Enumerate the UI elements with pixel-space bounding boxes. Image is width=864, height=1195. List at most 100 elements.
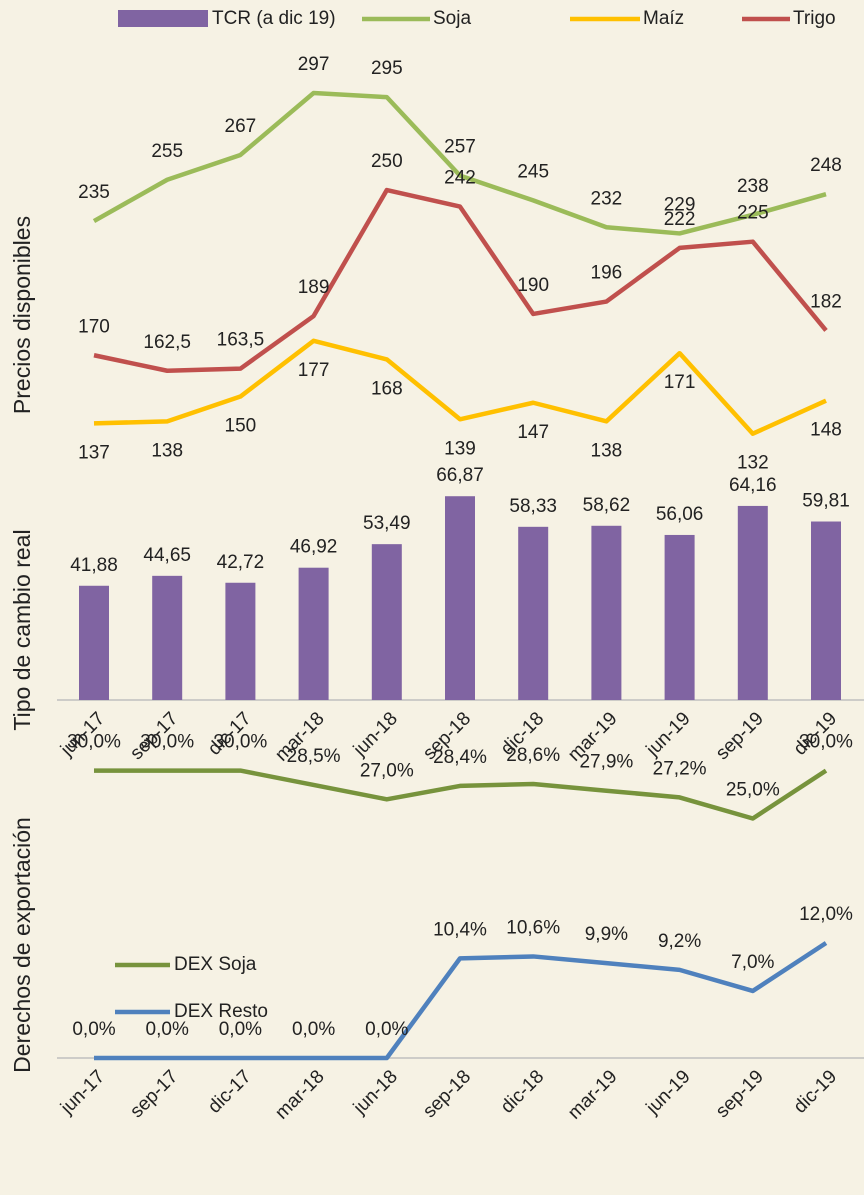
data-label: 42,72: [217, 552, 265, 573]
data-label: 150: [225, 416, 257, 437]
data-label: 27,0%: [360, 760, 414, 781]
x-tick-label: jun-17: [56, 1066, 109, 1119]
data-label: 148: [810, 420, 842, 441]
data-label: 66,87: [436, 465, 484, 486]
y-axis-title: Precios disponibles: [9, 216, 35, 414]
x-tick-label: jun-18: [349, 1066, 402, 1119]
data-label: 0,0%: [219, 1019, 262, 1040]
data-label: 53,49: [363, 513, 411, 534]
bar: [445, 496, 475, 700]
legend-label: DEX Soja: [174, 954, 257, 975]
data-label: 182: [810, 291, 842, 312]
data-label: 41,88: [70, 555, 118, 576]
legend-label: Trigo: [793, 8, 836, 29]
x-tick-label: sep-19: [712, 1066, 768, 1122]
bar: [664, 534, 695, 700]
data-label: 295: [371, 58, 403, 79]
x-tick-label: jun-19: [642, 1066, 695, 1119]
bar: [225, 582, 256, 700]
legend-swatch: [118, 10, 208, 27]
data-label: 190: [517, 275, 549, 296]
data-label: 229: [664, 194, 696, 215]
bar: [737, 505, 768, 700]
data-label: 139: [444, 438, 476, 459]
data-label: 10,6%: [506, 917, 560, 938]
legend-label: TCR (a dic 19): [212, 8, 336, 29]
data-label: 267: [225, 116, 257, 137]
data-label: 27,9%: [579, 752, 633, 773]
data-label: 27,2%: [653, 758, 707, 779]
data-label: 232: [591, 188, 623, 209]
series-line: [94, 941, 828, 1061]
data-label: 297: [298, 54, 330, 75]
data-label: 138: [151, 440, 183, 461]
data-label: 196: [591, 263, 623, 284]
x-tick-label: dic-19: [790, 1066, 841, 1117]
data-label: 58,33: [509, 496, 557, 517]
legend-label: DEX Resto: [174, 1001, 268, 1022]
x-tick-label: sep-17: [126, 1066, 182, 1122]
data-label: 30,0%: [67, 732, 121, 753]
data-label: 58,62: [583, 495, 631, 516]
data-label: 245: [517, 161, 549, 182]
data-label: 235: [78, 182, 110, 203]
data-label: 248: [810, 155, 842, 176]
data-label: 30,0%: [140, 732, 194, 753]
y-axis-title: Tipo de cambio real: [9, 529, 35, 730]
data-label: 225: [737, 203, 769, 224]
data-label: 163,5: [217, 330, 265, 351]
data-label: 222: [664, 209, 696, 230]
data-label: 147: [517, 422, 549, 443]
data-label: 9,2%: [658, 931, 701, 952]
data-label: 242: [444, 168, 476, 189]
series-line: [93, 187, 828, 373]
data-label: 10,4%: [433, 919, 487, 940]
data-label: 28,4%: [433, 747, 487, 768]
x-tick-label: jun-19: [642, 708, 695, 761]
data-label: 59,81: [802, 491, 850, 512]
data-label: 0,0%: [292, 1019, 335, 1040]
data-label: 162,5: [143, 332, 191, 353]
data-label: 44,65: [143, 545, 191, 566]
data-label: 250: [371, 151, 403, 172]
bar: [518, 526, 549, 700]
legend-label: Soja: [433, 8, 471, 29]
data-label: 12,0%: [799, 904, 853, 925]
data-label: 25,0%: [726, 779, 780, 800]
bar: [811, 521, 841, 700]
x-tick-label: mar-19: [564, 1066, 621, 1123]
data-label: 177: [298, 360, 330, 381]
data-label: 137: [78, 442, 110, 463]
data-label: 46,92: [290, 537, 338, 558]
data-label: 138: [591, 440, 623, 461]
x-tick-label: mar-18: [271, 1066, 328, 1123]
data-label: 257: [444, 137, 476, 158]
data-label: 30,0%: [213, 732, 267, 753]
legend-label: Maíz: [643, 8, 684, 29]
data-label: 255: [151, 141, 183, 162]
y-axis-title: Derechos de exportación: [9, 817, 35, 1073]
data-label: 189: [298, 277, 330, 298]
data-label: 171: [664, 372, 696, 393]
x-tick-label: dic-17: [204, 1066, 255, 1117]
data-label: 28,5%: [287, 746, 341, 767]
x-tick-label: sep-19: [712, 708, 768, 764]
x-tick-label: jun-18: [349, 708, 402, 761]
data-label: 132: [737, 453, 769, 474]
data-label: 64,16: [729, 475, 777, 496]
data-label: 56,06: [656, 504, 704, 525]
data-label: 9,9%: [585, 924, 628, 945]
bar: [152, 575, 183, 700]
data-label: 0,0%: [365, 1019, 408, 1040]
data-label: 0,0%: [72, 1019, 115, 1040]
data-label: 170: [78, 316, 110, 337]
data-label: 30,0%: [799, 732, 853, 753]
data-label: 7,0%: [731, 952, 774, 973]
series-line: [92, 90, 827, 236]
x-tick-label: dic-18: [497, 1066, 548, 1117]
bar: [371, 544, 402, 700]
bar: [79, 585, 109, 700]
data-label: 28,6%: [506, 745, 560, 766]
